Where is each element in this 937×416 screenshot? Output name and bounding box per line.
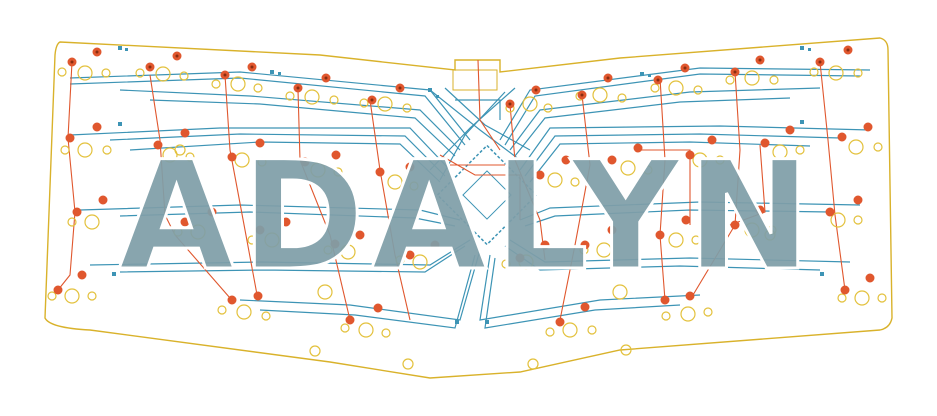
vias (112, 46, 824, 324)
usb-connector-outline (452, 69, 498, 91)
switch-pads (53, 45, 875, 327)
red-traces (57, 59, 846, 321)
pad-centers (70, 48, 850, 106)
board-outline (44, 37, 893, 379)
board-title: ADALYN (118, 130, 817, 304)
mounting-holes (47, 65, 887, 370)
